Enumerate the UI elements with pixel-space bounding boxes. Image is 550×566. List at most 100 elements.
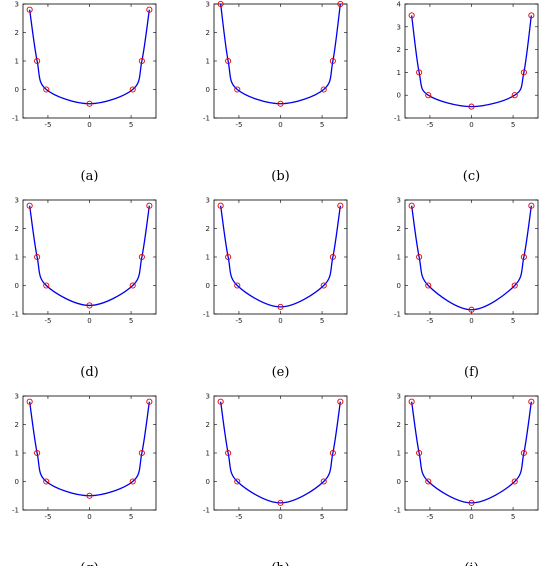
x-tick-label: 5 xyxy=(129,513,133,521)
y-tick-label: 1 xyxy=(15,58,19,66)
y-tick-label: 3 xyxy=(397,393,401,401)
y-tick-label: 0 xyxy=(397,282,401,290)
data-point-marker xyxy=(26,202,33,209)
data-point-marker xyxy=(26,6,33,13)
data-point-marker xyxy=(320,478,327,485)
data-point-marker xyxy=(408,398,415,405)
y-tick-label: -1 xyxy=(203,311,210,319)
y-tick-label: 0 xyxy=(15,478,19,486)
y-tick-label: 1 xyxy=(206,58,210,66)
data-point-marker xyxy=(511,478,518,485)
panel-d: -1 0 1 2 3 -5 0 5 (d) xyxy=(12,197,157,380)
data-point-marker xyxy=(234,282,241,289)
series-line xyxy=(29,205,150,307)
y-tick-label: 2 xyxy=(15,225,19,233)
x-tick-label: 5 xyxy=(320,317,324,325)
y-tick-label: 0 xyxy=(397,92,401,100)
axes-box xyxy=(213,199,348,315)
data-point-marker xyxy=(129,282,136,289)
data-point-marker xyxy=(520,449,527,457)
x-tick-label: 0 xyxy=(87,121,91,129)
data-point-marker xyxy=(528,202,535,209)
x-tick-label: -5 xyxy=(44,317,51,325)
data-point-marker xyxy=(277,499,284,506)
data-point-marker xyxy=(416,253,423,261)
data-point-marker xyxy=(234,478,241,485)
data-point-marker xyxy=(217,0,224,8)
x-tick-label: 0 xyxy=(469,121,473,129)
y-tick-label: 1 xyxy=(397,254,401,262)
series-line xyxy=(29,401,150,497)
panel-caption: (e) xyxy=(272,365,290,380)
x-tick-label: 5 xyxy=(511,317,515,325)
data-point-marker xyxy=(217,202,224,209)
data-point-marker xyxy=(320,282,327,289)
panel-i: -1 0 1 2 3 -5 0 5 (i) xyxy=(394,393,539,566)
data-point-marker xyxy=(425,92,432,99)
y-tick-label: -1 xyxy=(203,115,210,123)
data-point-marker xyxy=(329,253,336,261)
data-point-marker xyxy=(520,253,527,261)
x-tick-label: 0 xyxy=(278,121,282,129)
data-point-marker xyxy=(425,478,432,485)
data-point-marker xyxy=(337,202,344,209)
data-point-marker xyxy=(34,449,41,457)
y-tick-label: 0 xyxy=(206,478,210,486)
data-point-marker xyxy=(408,202,415,209)
data-point-marker xyxy=(34,253,41,261)
panel-caption: (d) xyxy=(80,365,98,380)
data-point-marker xyxy=(225,449,232,457)
data-point-marker xyxy=(528,12,535,19)
y-tick-label: 1 xyxy=(397,69,401,77)
data-point-marker xyxy=(138,253,145,261)
data-point-marker xyxy=(43,478,50,485)
data-point-marker xyxy=(329,57,336,65)
data-point-marker xyxy=(511,92,518,99)
panel-h: -1 0 1 2 3 -5 0 5 (h) xyxy=(203,393,348,566)
y-tick-label: -1 xyxy=(203,507,210,515)
x-tick-label: -5 xyxy=(235,317,242,325)
data-point-marker xyxy=(86,302,93,309)
x-tick-label: 5 xyxy=(511,121,515,129)
data-point-marker xyxy=(277,100,284,107)
data-point-marker xyxy=(43,282,50,289)
panel-caption: (b) xyxy=(271,169,289,184)
x-tick-label: 0 xyxy=(87,317,91,325)
data-point-marker xyxy=(225,253,232,261)
y-tick-label: 1 xyxy=(206,450,210,458)
axes-box xyxy=(213,395,348,511)
y-tick-label: 0 xyxy=(15,282,19,290)
y-tick-label: 0 xyxy=(15,86,19,94)
x-tick-label: -5 xyxy=(44,513,51,521)
panel-g: -1 0 1 2 3 -5 0 5 (g) xyxy=(12,393,157,566)
x-tick-label: 0 xyxy=(469,513,473,521)
y-tick-label: 2 xyxy=(206,421,210,429)
axes-box xyxy=(22,199,157,315)
series-line xyxy=(220,3,341,105)
y-tick-label: 1 xyxy=(397,450,401,458)
data-point-marker xyxy=(511,282,518,289)
data-point-marker xyxy=(225,57,232,65)
y-tick-label: -1 xyxy=(12,507,19,515)
panel-caption: (h) xyxy=(271,561,290,566)
data-point-marker xyxy=(320,86,327,93)
y-tick-label: 2 xyxy=(397,421,401,429)
y-tick-label: 2 xyxy=(206,29,210,37)
data-point-marker xyxy=(468,103,475,110)
data-point-marker xyxy=(34,57,41,65)
series-line xyxy=(411,401,532,504)
x-tick-label: -5 xyxy=(426,513,433,521)
data-point-marker xyxy=(138,449,145,457)
y-tick-label: 2 xyxy=(397,225,401,233)
data-point-marker xyxy=(528,398,535,405)
y-tick-label: 0 xyxy=(206,282,210,290)
data-point-marker xyxy=(138,57,145,65)
y-tick-label: 3 xyxy=(206,197,210,205)
data-point-marker xyxy=(520,69,527,76)
y-tick-label: 3 xyxy=(15,1,19,9)
x-tick-label: -5 xyxy=(235,121,242,129)
x-tick-label: 5 xyxy=(320,513,324,521)
y-tick-label: 2 xyxy=(15,29,19,37)
panel-caption: (c) xyxy=(463,169,480,184)
